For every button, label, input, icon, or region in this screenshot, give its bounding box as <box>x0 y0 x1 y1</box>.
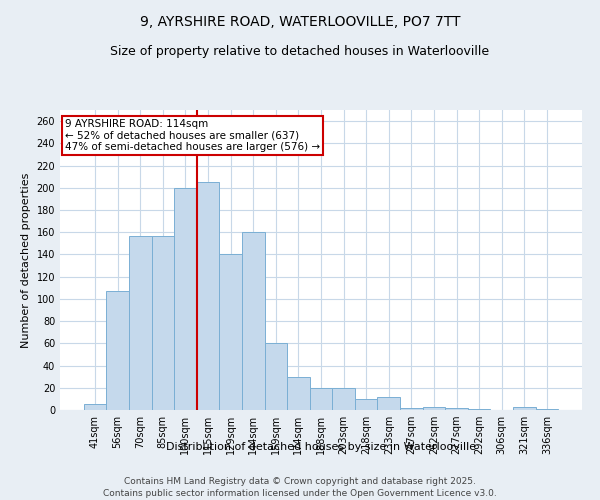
Bar <box>536 409 558 410</box>
Bar <box>265 344 287 410</box>
Bar <box>84 404 106 410</box>
Bar <box>129 236 152 410</box>
Text: 9, AYRSHIRE ROAD, WATERLOOVILLE, PO7 7TT: 9, AYRSHIRE ROAD, WATERLOOVILLE, PO7 7TT <box>140 15 460 29</box>
Text: Contains public sector information licensed under the Open Government Licence v3: Contains public sector information licen… <box>103 489 497 498</box>
Bar <box>422 406 445 410</box>
Text: 9 AYRSHIRE ROAD: 114sqm
← 52% of detached houses are smaller (637)
47% of semi-d: 9 AYRSHIRE ROAD: 114sqm ← 52% of detache… <box>65 119 320 152</box>
Bar <box>310 388 332 410</box>
Text: Size of property relative to detached houses in Waterlooville: Size of property relative to detached ho… <box>110 45 490 58</box>
Y-axis label: Number of detached properties: Number of detached properties <box>21 172 31 348</box>
Bar <box>242 232 265 410</box>
Bar <box>220 254 242 410</box>
Bar <box>400 408 422 410</box>
Bar <box>152 236 174 410</box>
Text: Contains HM Land Registry data © Crown copyright and database right 2025.: Contains HM Land Registry data © Crown c… <box>124 478 476 486</box>
Bar <box>513 406 536 410</box>
Bar <box>468 409 490 410</box>
Bar <box>197 182 220 410</box>
Bar <box>355 399 377 410</box>
Bar <box>377 396 400 410</box>
Bar <box>332 388 355 410</box>
Bar <box>445 408 468 410</box>
Bar <box>287 376 310 410</box>
Text: Distribution of detached houses by size in Waterlooville: Distribution of detached houses by size … <box>166 442 476 452</box>
Bar <box>106 291 129 410</box>
Bar <box>174 188 197 410</box>
